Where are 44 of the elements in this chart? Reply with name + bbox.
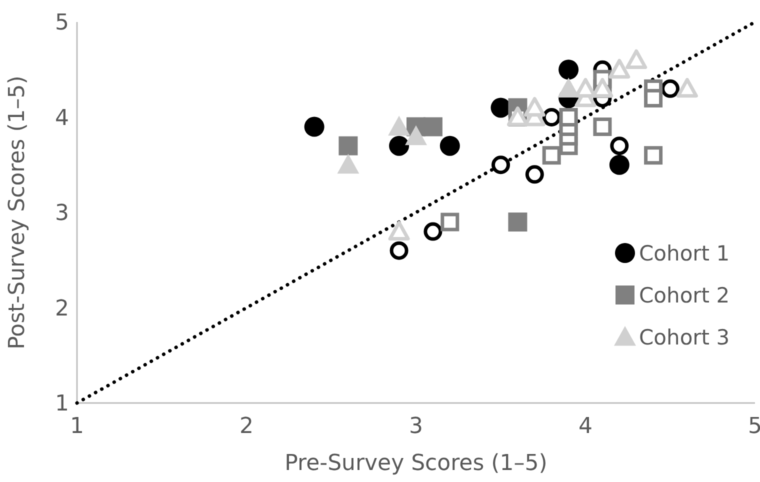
point [423,117,442,136]
point [390,241,408,260]
y-tick-label: 2 [55,296,69,322]
point [676,78,698,98]
point [558,60,579,80]
x-tick-label: 2 [240,414,254,439]
point [424,222,442,241]
point [440,212,460,232]
point [405,125,427,146]
point [609,154,630,175]
point [593,118,612,136]
point [559,108,578,126]
point [525,165,544,184]
legend-label: Cohort 2 [639,283,730,308]
point [388,220,410,240]
point [388,116,410,136]
point [626,49,648,70]
y-tick-label: 1 [55,392,69,417]
point [492,156,510,174]
point [610,136,629,156]
point [542,146,561,165]
x-tick-label: 4 [578,414,592,439]
legend-label: Cohort 3 [639,325,730,350]
point [644,88,663,108]
legend-label: Cohort 1 [639,241,730,266]
y-axis-title: Post-Survey Scores (1–5) [5,76,30,350]
point [574,78,596,98]
x-tick-label: 5 [748,414,760,439]
point [508,212,528,232]
point [644,146,663,165]
point [440,136,460,156]
point [389,136,410,156]
x-axis-title: Pre-Survey Scores (1–5) [284,451,548,476]
x-tick-label: 3 [409,414,423,439]
point [608,58,630,79]
point [337,154,360,174]
point [304,116,324,137]
y-tick-label: 5 [55,10,69,36]
point [542,108,561,126]
point [661,79,680,98]
point [338,136,358,156]
point [524,96,546,117]
y-tick-label: 3 [55,201,69,226]
y-tick-label: 4 [55,106,69,131]
